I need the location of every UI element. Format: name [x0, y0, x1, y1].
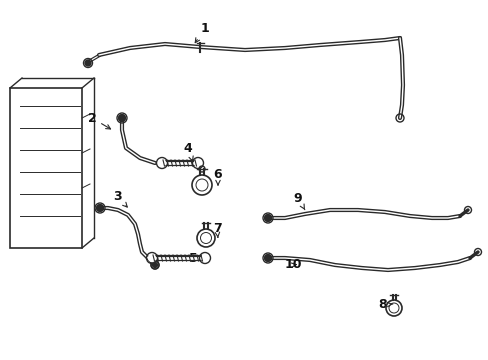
Text: 7: 7 — [212, 221, 221, 237]
Circle shape — [264, 255, 271, 261]
Circle shape — [118, 114, 125, 122]
Circle shape — [264, 215, 271, 221]
Circle shape — [194, 159, 201, 166]
Text: 9: 9 — [293, 192, 304, 210]
Circle shape — [148, 255, 155, 261]
Circle shape — [152, 262, 157, 267]
Circle shape — [158, 159, 165, 166]
Text: 4: 4 — [183, 141, 193, 161]
Text: 1: 1 — [195, 22, 209, 42]
Text: 6: 6 — [213, 168, 222, 185]
Text: 10: 10 — [284, 258, 301, 271]
Text: 2: 2 — [87, 112, 110, 129]
Text: 5: 5 — [188, 252, 197, 265]
Text: 3: 3 — [112, 189, 127, 207]
Circle shape — [85, 60, 91, 66]
Text: 8: 8 — [378, 298, 392, 311]
Circle shape — [201, 255, 208, 261]
Circle shape — [96, 204, 103, 211]
Bar — [10, 88, 82, 248]
